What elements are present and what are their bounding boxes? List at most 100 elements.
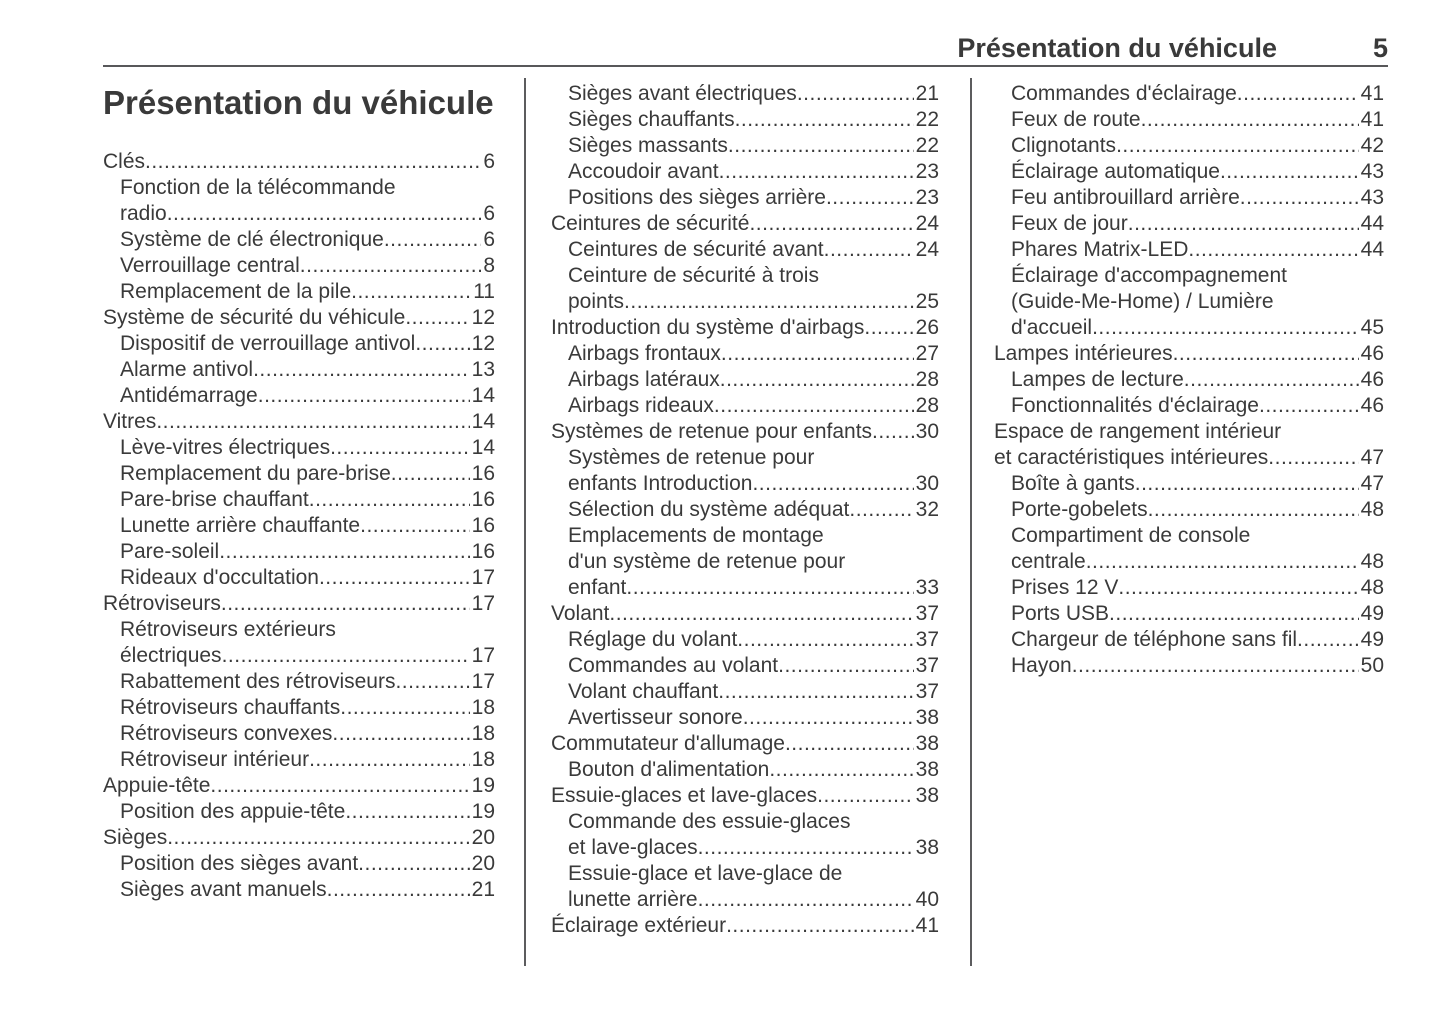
- toc-list-1: Clés....................................…: [103, 149, 495, 903]
- toc-entry-label: Sièges avant électriques: [568, 82, 797, 105]
- toc-leader-dots: ........................................…: [1183, 368, 1359, 391]
- toc-entry: Hayon...................................…: [994, 653, 1384, 679]
- toc-entry-line: Remplacement du pare-brise..............…: [120, 461, 495, 487]
- toc-entry-line: Rétroviseurs extérieurs: [120, 618, 336, 641]
- toc-entry-label: enfant: [568, 576, 627, 599]
- toc-leader-dots: ........................................…: [221, 644, 470, 667]
- toc-entry: Volant..................................…: [551, 601, 939, 627]
- toc-page-number: 22: [915, 134, 939, 157]
- toc-leader-dots: ........................................…: [697, 836, 914, 859]
- toc-leader-dots: ........................................…: [734, 108, 914, 131]
- toc-entry-line: Position des sièges avant...............…: [120, 851, 495, 877]
- toc-entry: Positions des sièges arrière............…: [551, 185, 939, 211]
- toc-entry-label: Prises 12 V: [1011, 576, 1119, 599]
- toc-leader-dots: ........................................…: [390, 462, 470, 485]
- running-header-title: Présentation du véhicule: [957, 33, 1277, 63]
- toc-entry-label: Rabattement des rétroviseurs: [120, 670, 396, 693]
- toc-page-number: 43: [1360, 160, 1384, 183]
- page-number: 5: [1372, 33, 1388, 63]
- toc-page-number: 46: [1360, 368, 1384, 391]
- toc-entry: Ceinture de sécurité à trois points......…: [551, 263, 939, 315]
- toc-entry-label: Systèmes de retenue pour enfants: [551, 420, 873, 443]
- toc-entry: Rétroviseurs chauffants.................…: [103, 695, 495, 721]
- toc-entry-label: Feux de route: [1011, 108, 1141, 131]
- toc-entry-line: Porte-gobelets..........................…: [1011, 497, 1384, 523]
- toc-leader-dots: ........................................…: [719, 368, 914, 391]
- toc-page-number: 18: [471, 748, 495, 771]
- toc-entry: Ceintures de sécurité avant.............…: [551, 237, 939, 263]
- toc-leader-dots: ........................................…: [318, 566, 470, 589]
- toc-page-number: 48: [1360, 498, 1384, 521]
- toc-page-number: 28: [915, 368, 939, 391]
- toc-entry-label: Feu antibrouillard arrière: [1011, 186, 1240, 209]
- toc-page-number: 44: [1360, 212, 1384, 235]
- toc-entry: Remplacement de la pile.................…: [103, 279, 495, 305]
- toc-entry-label: Pare-soleil: [120, 540, 220, 563]
- toc-leader-dots: ........................................…: [726, 914, 914, 937]
- toc-entry-label: Feux de jour: [1011, 212, 1128, 235]
- toc-entry: Éclairage d'accompagnement (Guide-Me-Home…: [994, 263, 1384, 341]
- toc-leader-dots: ........................................…: [299, 254, 482, 277]
- toc-entry: Lunette arrière chauffante..............…: [103, 513, 495, 539]
- toc-entry: Airbags rideaux.........................…: [551, 393, 939, 419]
- toc-entry-line: Ceintures de sécurité...................…: [551, 211, 939, 237]
- toc-page-number: 23: [915, 160, 939, 183]
- toc-entry-label: radio: [120, 202, 167, 225]
- toc-entry-line: Sélection du système adéquat............…: [568, 497, 939, 523]
- toc-entry-label: et lave-glaces: [568, 836, 698, 859]
- toc-entry-line: Airbags rideaux.........................…: [568, 393, 939, 419]
- toc-entry: Volant chauffant........................…: [551, 679, 939, 705]
- toc-page-number: 17: [471, 644, 495, 667]
- toc-leader-dots: ........................................…: [796, 82, 914, 105]
- toc-entry: Sièges..................................…: [103, 825, 495, 851]
- toc-leader-dots: ........................................…: [308, 488, 470, 511]
- toc-leader-dots: ........................................…: [332, 722, 470, 745]
- toc-page-number: 14: [471, 436, 495, 459]
- toc-leader-dots: ........................................…: [769, 758, 913, 781]
- toc-entry: Introduction du système d'airbags.......…: [551, 315, 939, 341]
- toc-leader-dots: ........................................…: [1127, 212, 1359, 235]
- toc-entry-line: Bouton d'alimentation...................…: [568, 757, 939, 783]
- toc-leader-dots: ........................................…: [817, 784, 914, 807]
- toc-page-number: 46: [1360, 394, 1384, 417]
- toc-entry-label: Antidémarrage: [120, 384, 258, 407]
- toc-entry-label: Vitres: [103, 410, 157, 433]
- toc-entry: Compartiment de console centrale.........…: [994, 523, 1384, 575]
- toc-leader-dots: ........................................…: [1134, 472, 1359, 495]
- toc-entry-line: électriques.............................…: [120, 643, 495, 669]
- toc-entry-label: lunette arrière: [568, 888, 698, 911]
- toc-entry-label: Positions des sièges arrière: [568, 186, 826, 209]
- toc-entry-label: Remplacement de la pile: [120, 280, 352, 303]
- toc-page-number: 38: [915, 758, 939, 781]
- toc-column-3: Commandes d'éclairage...................…: [994, 78, 1384, 679]
- toc-entry-label: Sièges avant manuels: [120, 878, 327, 901]
- toc-page-number: 16: [471, 462, 495, 485]
- toc-page-number: 12: [471, 332, 495, 355]
- toc-entry-line: Commandes d'éclairage...................…: [1011, 81, 1384, 107]
- toc-entry-line: Clés....................................…: [103, 149, 495, 175]
- toc-entry-line: Lampes de lecture.......................…: [1011, 367, 1384, 393]
- toc-leader-dots: ........................................…: [752, 472, 913, 495]
- toc-entry: Feux de jour............................…: [994, 211, 1384, 237]
- toc-entry-line: Rétroviseurs convexes...................…: [120, 721, 495, 747]
- toc-entry: Rétroviseurs extérieurs électriques......…: [103, 617, 495, 669]
- toc-entry-line: Rideaux d'occultation...................…: [120, 565, 495, 591]
- running-header: Présentation du véhicule 5: [103, 33, 1388, 64]
- toc-page-number: 28: [915, 394, 939, 417]
- toc-entry: Feu antibrouillard arrière..............…: [994, 185, 1384, 211]
- toc-entry-line: Prises 12 V.............................…: [1011, 575, 1384, 601]
- toc-leader-dots: ........................................…: [626, 576, 913, 599]
- toc-entry-label: Alarme antivol: [120, 358, 254, 381]
- toc-entry-label: d'accueil: [1011, 316, 1093, 339]
- toc-entry-label: Dispositif de verrouillage antivol: [120, 332, 416, 355]
- toc-entry-label: Position des appuie-tête: [120, 800, 346, 823]
- toc-entry: Commutateur d'allumage..................…: [551, 731, 939, 757]
- toc-entry-label: Ceintures de sécurité: [551, 212, 750, 235]
- toc-entry-line: Rabattement des rétroviseurs............…: [120, 669, 495, 695]
- toc-leader-dots: ........................................…: [1118, 576, 1359, 599]
- toc-entry-line: Antidémarrage...........................…: [120, 383, 495, 409]
- toc-entry-line: Introduction du système d'airbags.......…: [551, 315, 939, 341]
- toc-entry-label: Volant chauffant: [568, 680, 719, 703]
- toc-page-number: 18: [471, 722, 495, 745]
- toc-entry-label: Rétroviseur intérieur: [120, 748, 310, 771]
